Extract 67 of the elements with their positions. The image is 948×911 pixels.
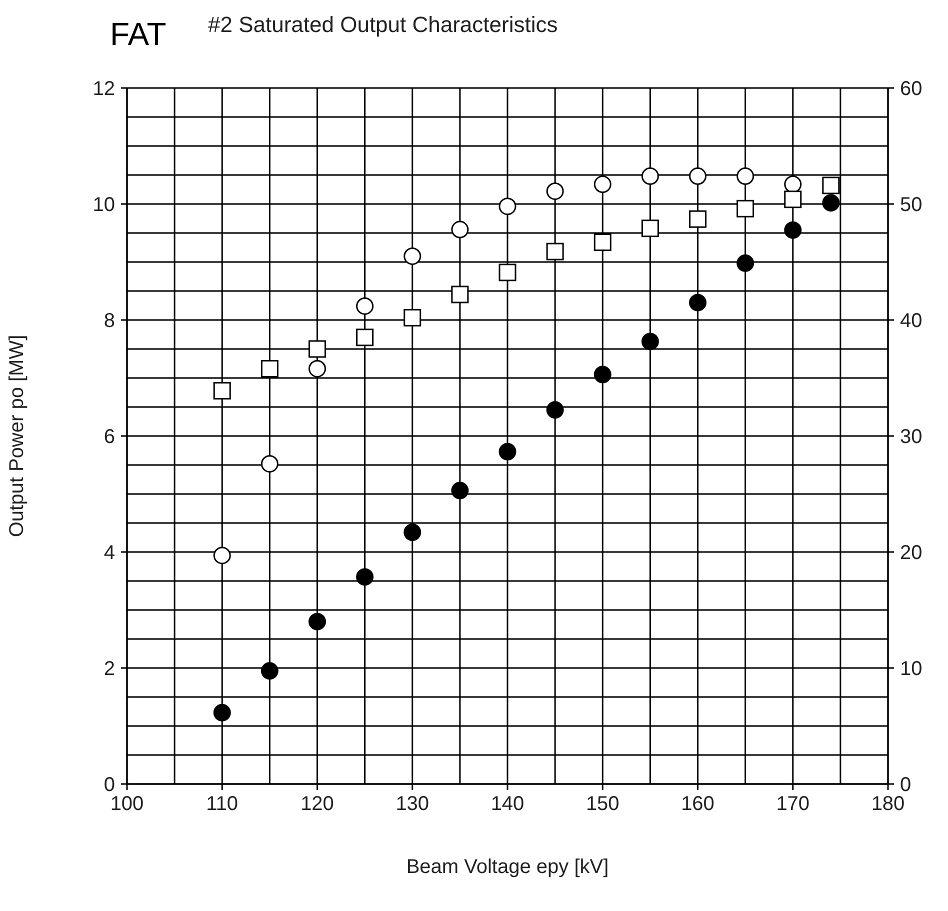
point [784, 190, 802, 208]
y-tick-label: 0 [104, 774, 115, 796]
x-tick-label: 110 [206, 793, 238, 815]
x-tick-label: 180 [871, 793, 905, 815]
y-tick-label: 12 [92, 78, 115, 100]
point [784, 221, 802, 239]
x-tick-label: 160 [681, 793, 714, 815]
x-tick-label: 120 [300, 793, 334, 815]
point [736, 200, 754, 218]
y-tick-label: 10 [92, 194, 115, 216]
point [546, 182, 564, 200]
point [356, 328, 374, 346]
point [498, 442, 516, 460]
y-tick-label: 4 [104, 542, 115, 564]
point [736, 167, 754, 185]
x-tick-label: 150 [586, 793, 620, 815]
x-tick-label: 100 [110, 793, 144, 815]
point [260, 662, 278, 680]
y2-tick-label: 0 [900, 774, 912, 796]
y-tick-label: 2 [104, 658, 115, 680]
x-tick-label: 170 [776, 793, 810, 815]
point [404, 524, 422, 542]
point [498, 198, 516, 216]
chart-title: #2 Saturated Output Characteristics [208, 12, 558, 38]
point [451, 482, 469, 500]
text: FAT [110, 16, 166, 53]
y2-tick-label: 30 [900, 426, 922, 448]
point [213, 546, 231, 564]
point [546, 242, 564, 260]
point [822, 176, 840, 194]
x-axis-title: Beam Voltage epy [kV] [406, 856, 609, 878]
y-axis-title: Output Power po [MW] [6, 334, 28, 538]
point [594, 234, 612, 252]
point [451, 286, 469, 304]
point [641, 167, 659, 185]
y-tick-label: 8 [104, 310, 115, 332]
y2-tick-label: 20 [900, 542, 922, 564]
point [594, 176, 612, 194]
y2-tick-label: 10 [900, 658, 922, 680]
point [641, 332, 659, 350]
point [356, 568, 374, 586]
point [308, 360, 326, 378]
point [736, 254, 754, 272]
point [689, 210, 706, 228]
point [356, 297, 374, 315]
point [404, 247, 422, 265]
x-tick-label: 130 [396, 793, 430, 815]
point [308, 340, 326, 358]
y-tick-label: 6 [104, 426, 115, 448]
point [213, 382, 231, 400]
point [641, 220, 659, 238]
point [594, 366, 612, 384]
point [689, 167, 706, 185]
point [498, 264, 516, 282]
point [260, 455, 278, 473]
point [451, 220, 469, 238]
point [822, 194, 840, 212]
y2-tick-label: 50 [900, 194, 922, 216]
point [404, 308, 422, 326]
point [260, 360, 278, 378]
point [689, 294, 706, 312]
point [546, 401, 564, 419]
y2-tick-label: 60 [900, 78, 922, 100]
y2-tick-label: 40 [900, 310, 922, 332]
point [213, 704, 231, 722]
x-tick-label: 140 [490, 793, 524, 815]
point [308, 612, 326, 630]
